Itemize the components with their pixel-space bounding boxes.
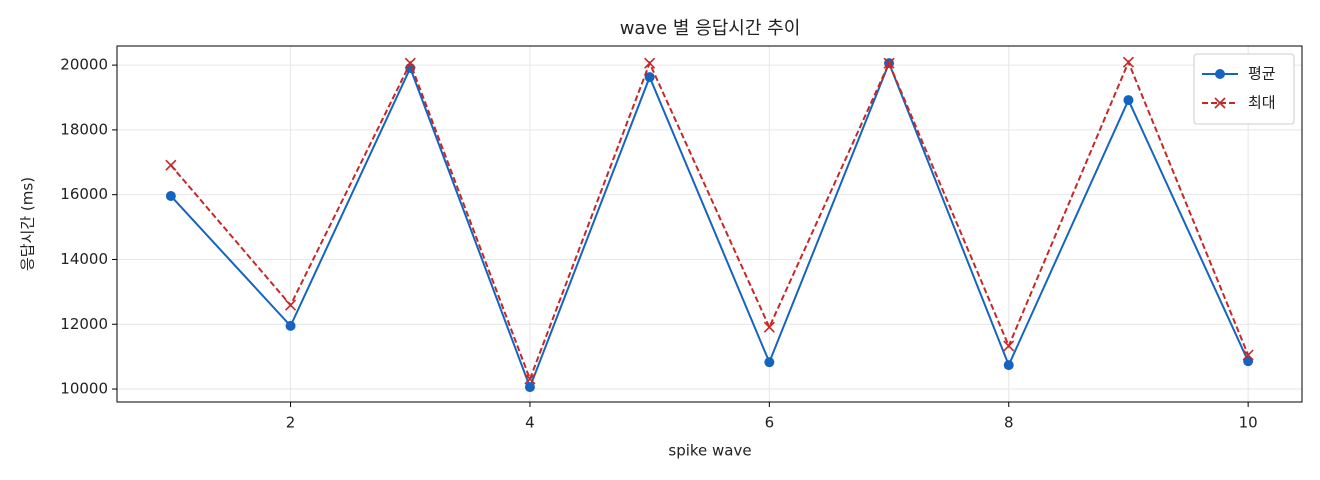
marker: [644, 72, 655, 83]
x-tick-label: 4: [525, 414, 535, 432]
marker: [1123, 95, 1134, 106]
line: [170, 60, 1250, 390]
line: [170, 59, 1250, 382]
x-tick-label: 6: [765, 414, 775, 432]
y-tick-label: 12000: [60, 315, 108, 333]
marker: [284, 299, 297, 311]
y-tick-label: 16000: [60, 185, 108, 203]
marker: [1242, 349, 1254, 361]
marker: [1003, 360, 1014, 371]
marker: [763, 321, 775, 333]
marker: [165, 190, 176, 201]
marker: [1003, 340, 1015, 352]
y-tick-label: 10000: [60, 380, 108, 398]
marker: [1243, 356, 1254, 367]
legend-label: 평균: [1248, 65, 1276, 83]
marker: [1122, 56, 1135, 68]
marker: [883, 57, 895, 69]
marker: [524, 373, 536, 385]
x-tick-label: 10: [1239, 414, 1258, 432]
chart-title: wave 별 응답시간 추이: [620, 18, 801, 39]
y-tick-label: 14000: [60, 250, 108, 268]
x-axis-label: spike wave: [668, 442, 751, 460]
legend-box: [1193, 53, 1295, 125]
marker: [524, 382, 535, 393]
x-tick-label: 8: [1004, 414, 1014, 432]
marker: [404, 57, 416, 69]
marker: [165, 159, 177, 171]
legend-marker: [1215, 69, 1225, 79]
marker: [764, 357, 775, 368]
y-axis-label: 응답시간 (ms): [19, 177, 37, 271]
legend-label: 최대: [1248, 94, 1276, 112]
marker: [285, 320, 296, 331]
marker: [644, 57, 656, 69]
plot-frame: [116, 45, 1303, 403]
legend-marker: [1214, 97, 1226, 109]
x-tick-label: 2: [286, 414, 296, 432]
y-tick-label: 18000: [60, 120, 108, 138]
y-tick-label: 20000: [60, 56, 108, 74]
